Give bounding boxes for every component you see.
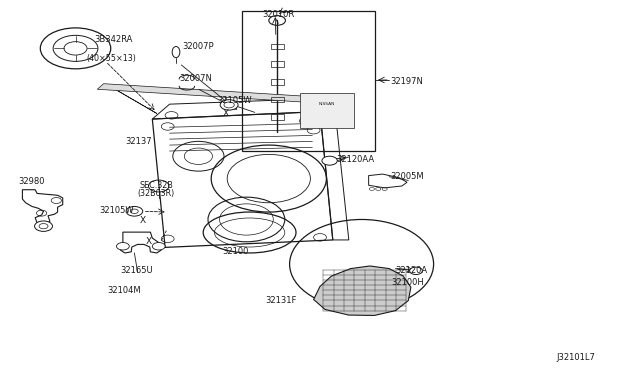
Text: X: X: [146, 237, 152, 246]
Text: J32101L7: J32101L7: [557, 353, 596, 362]
Text: SEC.32B: SEC.32B: [140, 181, 173, 190]
Polygon shape: [97, 84, 314, 102]
Text: 32165U: 32165U: [120, 266, 153, 275]
Text: 32100: 32100: [223, 247, 249, 256]
Text: (40×55×13): (40×55×13): [86, 54, 136, 63]
Bar: [242, 11, 375, 151]
Bar: [300, 93, 354, 128]
Circle shape: [126, 206, 143, 216]
Text: 32105W: 32105W: [218, 96, 252, 105]
Text: X: X: [223, 109, 229, 118]
Polygon shape: [314, 266, 411, 315]
Bar: [271, 61, 284, 67]
Circle shape: [322, 156, 337, 165]
Polygon shape: [109, 86, 157, 113]
Text: 32105W: 32105W: [99, 206, 134, 215]
Text: 32104M: 32104M: [108, 286, 141, 295]
Text: 32100H: 32100H: [392, 278, 424, 287]
Bar: [271, 44, 284, 49]
Text: 32010R: 32010R: [262, 10, 294, 19]
Circle shape: [220, 100, 238, 110]
Text: 32980: 32980: [18, 177, 44, 186]
Text: 32007N: 32007N: [179, 74, 212, 83]
Bar: [271, 79, 284, 85]
Text: 32197N: 32197N: [390, 77, 423, 86]
Text: (32B03R): (32B03R): [138, 189, 175, 198]
Circle shape: [116, 243, 129, 250]
Text: 32131F: 32131F: [266, 296, 297, 305]
Bar: [271, 114, 284, 120]
Text: NISSAN: NISSAN: [318, 102, 335, 106]
Circle shape: [35, 221, 52, 231]
Text: 3B342RA: 3B342RA: [95, 35, 133, 44]
Text: 32005M: 32005M: [390, 172, 424, 181]
Circle shape: [410, 267, 422, 275]
Text: 32137: 32137: [125, 137, 152, 146]
Bar: [271, 96, 284, 102]
Text: 32120A: 32120A: [396, 266, 428, 275]
Circle shape: [152, 243, 165, 250]
Text: 32120AA: 32120AA: [336, 155, 374, 164]
Text: X: X: [140, 216, 146, 225]
Text: 32007P: 32007P: [182, 42, 214, 51]
